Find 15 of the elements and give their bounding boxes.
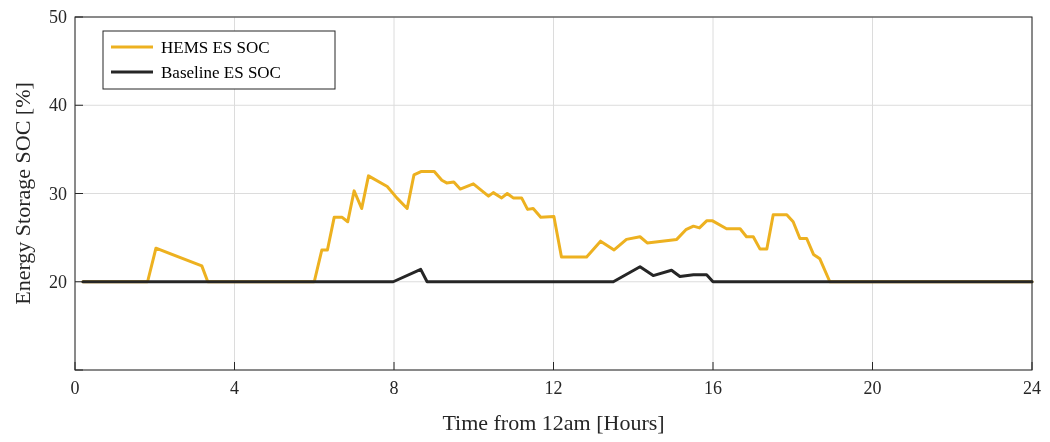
x-tick-label: 8 (389, 378, 399, 398)
y-tick-label: 30 (49, 183, 67, 204)
y-tick-label: 50 (49, 7, 67, 27)
x-tick-label: 24 (1023, 378, 1041, 398)
y-axis-title: Energy Storage SOC [%] (10, 82, 35, 305)
y-tick-label: 20 (49, 271, 67, 292)
x-tick-label: 20 (863, 378, 882, 398)
x-tick-label: 0 (70, 378, 80, 398)
legend-label: HEMS ES SOC (161, 38, 270, 57)
x-tick-label: 16 (704, 378, 722, 398)
x-axis-title: Time from 12am [Hours] (442, 410, 665, 435)
legend-label: Baseline ES SOC (161, 63, 281, 82)
x-tick-label: 12 (544, 378, 563, 398)
x-tick-label: 4 (230, 378, 239, 398)
y-tick-label: 40 (49, 95, 67, 116)
